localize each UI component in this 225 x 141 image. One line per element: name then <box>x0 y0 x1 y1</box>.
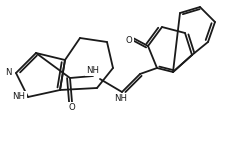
Text: O: O <box>126 36 132 45</box>
Text: NH: NH <box>86 66 99 75</box>
Text: N: N <box>5 68 11 77</box>
Text: O: O <box>69 103 75 112</box>
Text: NH: NH <box>13 92 25 101</box>
Text: NH: NH <box>114 94 127 103</box>
